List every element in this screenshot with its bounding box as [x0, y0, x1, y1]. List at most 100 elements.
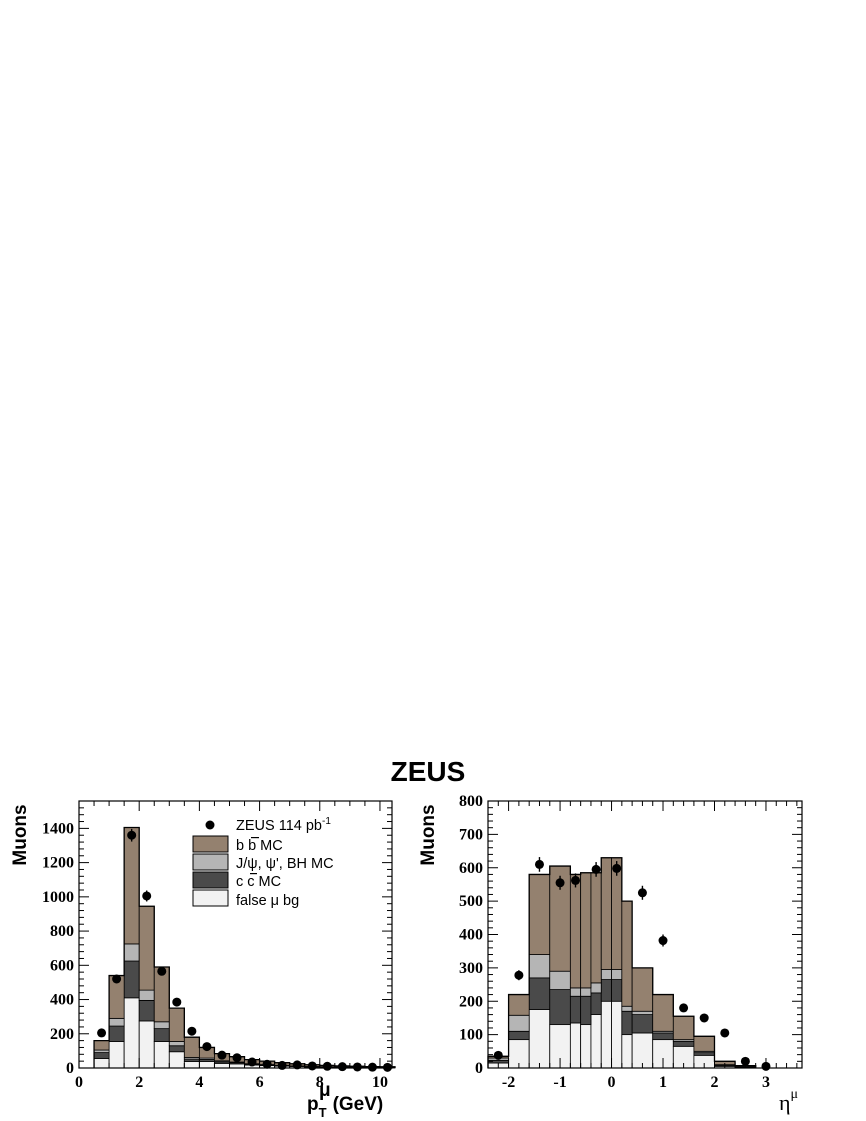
pt-y-axis-label: Muons [10, 804, 31, 865]
pt-data-point-0 [97, 1028, 107, 1038]
legend-cc-overbar [250, 873, 257, 875]
legend-fake-label: false μ bg [236, 893, 299, 909]
pt-x-axis-label-sub: T [319, 1105, 327, 1120]
eta-bar-cc-9 [621, 1010, 633, 1036]
eta-bar-jpsi-1 [508, 1014, 530, 1032]
eta-bar-jpsi-4 [569, 987, 582, 997]
eta-bar-jpsi-6 [590, 982, 602, 994]
pt-data-point-2 [127, 830, 137, 840]
eta-bar-fake-7 [600, 1000, 612, 1069]
eta-xtick-label-0: -2 [502, 1074, 515, 1091]
eta-ytick-label-2: 200 [459, 993, 483, 1010]
pt-xtick-label-0: 0 [75, 1074, 83, 1091]
pt-data-point-12 [277, 1060, 287, 1070]
eta-xtick-label-2: 0 [608, 1074, 616, 1091]
pt-bar-bb-5 [168, 1007, 185, 1042]
pt-x-axis-label: pT (GeV) [307, 1094, 383, 1120]
eta-bar-bb-5 [580, 872, 592, 989]
legend-data-marker [205, 820, 215, 830]
pt-xtick-label-2: 4 [195, 1074, 203, 1091]
eta-x-axis-label-main: η [779, 1090, 791, 1115]
eta-bar-cc-8 [611, 979, 623, 1002]
eta-data-point-9 [679, 1003, 689, 1013]
eta-xtick-label-1: -1 [553, 1074, 566, 1091]
pt-bar-bb-0 [93, 1040, 110, 1051]
pt-data-point-4 [157, 966, 167, 976]
eta-bar-cc-7 [600, 979, 612, 1002]
pt-bar-bb-6 [183, 1036, 200, 1058]
legend-data-sup: -1 [322, 816, 331, 827]
eta-bar-jpsi-8 [611, 969, 623, 980]
eta-bar-bb-2 [528, 874, 551, 955]
eta-bar-cc-3 [549, 989, 571, 1026]
eta-stack-outline [487, 857, 757, 1068]
eta-data-point-13 [761, 1061, 771, 1071]
pt-data-point-15 [322, 1061, 332, 1071]
eta-bar-fake-8 [611, 1000, 623, 1069]
legend-jpsi-swatch [192, 853, 229, 871]
eta-data-point-12 [740, 1056, 750, 1066]
pt-axes: 0 200 400 600 800 1000 1200 1400 0 2 4 6 8 10 [42, 800, 393, 1091]
pt-bar-fake-6 [183, 1061, 200, 1069]
eta-bar-cc-12 [672, 1040, 695, 1047]
eta-ytick-label-3: 300 [459, 960, 483, 977]
pt-bar-jpsi-1 [108, 1017, 125, 1027]
pt-data-point-16 [337, 1062, 347, 1072]
pt-data-point-11 [262, 1059, 272, 1069]
pt-bar-cc-4 [153, 1028, 170, 1042]
pt-bar-bb-3 [138, 905, 155, 991]
eta-ytick-label-4: 400 [459, 927, 483, 944]
legend-bb-swatch [192, 835, 229, 853]
legend-cc-swatch [192, 871, 229, 889]
eta-bar-fake-9 [621, 1034, 633, 1069]
eta-bar-jpsi-3 [549, 970, 571, 990]
eta-xtick-label-4: 2 [710, 1074, 718, 1091]
pt-ytick-label-7: 1400 [42, 820, 74, 837]
eta-bar-fake-4 [569, 1022, 582, 1069]
eta-xtick-label-5: 3 [762, 1074, 770, 1091]
eta-ytick-label-7: 700 [459, 826, 483, 843]
eta-bar-bb-10 [631, 967, 654, 1012]
pt-ytick-label-4: 800 [50, 923, 74, 940]
eta-data-point-3 [555, 878, 565, 888]
legend: ZEUS 114 pb-1 b b MC J/ψ, ψ', BH MC c c … [192, 816, 334, 909]
pt-bar-bb-2 [123, 827, 140, 945]
pt-data-point-13 [292, 1060, 302, 1070]
pt-bar-cc-5 [168, 1045, 185, 1053]
eta-bar-bb-7 [600, 857, 612, 970]
eta-bar-bb-1 [508, 994, 530, 1016]
pt-bar-cc-1 [108, 1025, 125, 1042]
eta-bar-cc-5 [580, 995, 592, 1026]
pt-bar-jpsi-4 [153, 1021, 170, 1030]
pt-data-point-10 [247, 1057, 257, 1067]
eta-bar-cc-4 [569, 995, 582, 1024]
eta-bar-jpsi-2 [528, 954, 551, 979]
pt-ytick-label-2: 400 [50, 992, 74, 1009]
pt-panel: 0 200 400 600 800 1000 1200 1400 0 2 4 6 8 10 Muons p… [10, 800, 396, 1120]
eta-bar-jpsi-7 [600, 969, 612, 980]
figure-title: ZEUS [391, 756, 466, 787]
eta-axes: 0 100 200 300 400 500 600 700 800 -2 -1 0 1 2 3 [459, 793, 803, 1091]
eta-data-point-10 [699, 1013, 709, 1023]
eta-data-points [493, 857, 771, 1071]
eta-xtick-label-3: 1 [659, 1074, 667, 1091]
eta-data-point-5 [591, 864, 601, 874]
pt-bar-fake-2 [123, 997, 140, 1069]
eta-bar-bb-4 [569, 874, 582, 989]
legend-fake-swatch [192, 889, 229, 907]
pt-xtick-label-4: 8 [316, 1074, 324, 1091]
pt-bar-fake-4 [153, 1041, 170, 1069]
pt-ytick-label-0: 0 [66, 1060, 74, 1077]
eta-x-axis-label-sup: μ [791, 1087, 799, 1102]
eta-data-point-7 [637, 888, 647, 898]
eta-bar-cc-11 [652, 1032, 674, 1041]
eta-bar-bb-6 [590, 872, 602, 984]
eta-histogram-stack [487, 857, 757, 1069]
legend-data-text: ZEUS 114 pb [236, 818, 322, 834]
pt-data-point-14 [307, 1061, 317, 1071]
pt-data-point-7 [202, 1042, 212, 1052]
pt-data-points [97, 828, 392, 1072]
eta-data-point-4 [571, 875, 581, 885]
eta-bar-jpsi-5 [580, 987, 592, 997]
